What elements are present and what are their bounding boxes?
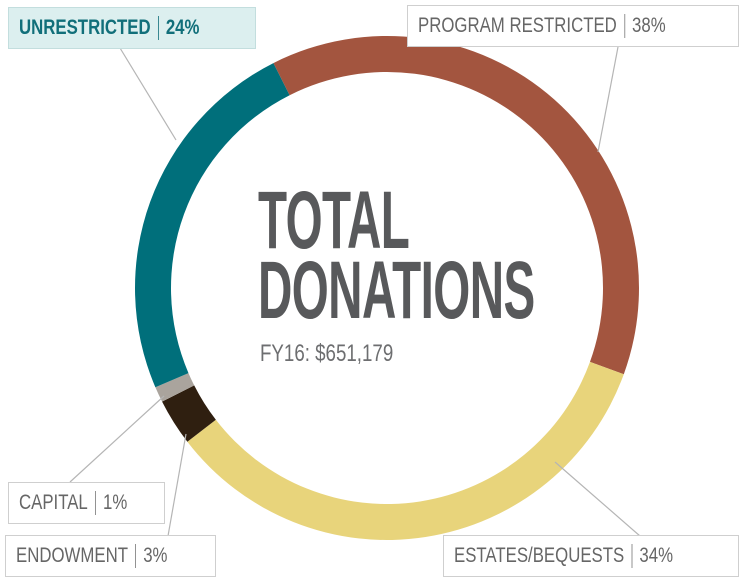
category-name: ENDOWMENT	[16, 544, 128, 567]
separator	[624, 14, 626, 38]
separator	[157, 16, 159, 40]
separator	[631, 544, 633, 568]
leader-line	[597, 46, 619, 153]
category-name: ESTATES/BEQUESTS	[454, 544, 625, 567]
category-name: UNRESTRICTED	[19, 16, 151, 39]
donut-segment	[155, 373, 195, 402]
value-label: 3%	[143, 544, 168, 567]
chart-title: TOTAL DONATIONS	[258, 175, 535, 336]
leader-line	[69, 395, 165, 483]
chart-subtitle: FY16: $651,179	[260, 340, 394, 367]
category-name: PROGRAM RESTRICTED	[418, 14, 618, 37]
segment-label: ENDOWMENT 3%	[5, 535, 217, 577]
segment-label: UNRESTRICTED 24%	[8, 7, 256, 49]
label-content: CAPITAL 1%	[19, 491, 127, 515]
separator	[94, 491, 96, 515]
label-content: ENDOWMENT 3%	[16, 544, 167, 568]
category-name: CAPITAL	[19, 491, 88, 514]
value-label: 24%	[165, 16, 200, 39]
label-content: UNRESTRICTED 24%	[19, 16, 199, 40]
leader-line	[554, 461, 641, 537]
segment-label: ESTATES/BEQUESTS 34%	[443, 535, 739, 577]
donut-segment	[187, 361, 624, 541]
donut-segment	[273, 35, 640, 375]
value-label: 1%	[102, 491, 128, 514]
separator	[135, 544, 136, 568]
value-label: 38%	[632, 14, 667, 37]
leader-line	[167, 433, 187, 537]
donut-segment	[162, 385, 216, 442]
label-content: PROGRAM RESTRICTED 38%	[418, 14, 666, 38]
donut-segment	[134, 63, 290, 388]
label-content: ESTATES/BEQUESTS 34%	[454, 544, 673, 568]
segment-label: CAPITAL 1%	[8, 482, 166, 524]
segment-label: PROGRAM RESTRICTED 38%	[407, 5, 739, 47]
leader-line	[119, 47, 177, 141]
value-label: 34%	[639, 544, 674, 567]
